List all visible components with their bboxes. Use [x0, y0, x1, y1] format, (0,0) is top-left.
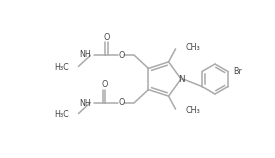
Text: O: O	[103, 33, 110, 42]
Text: O: O	[118, 51, 125, 60]
Text: CH₃: CH₃	[186, 43, 200, 52]
Text: N: N	[178, 75, 184, 83]
Text: H₃C: H₃C	[55, 63, 70, 72]
Text: O: O	[118, 98, 125, 107]
Text: NH: NH	[80, 50, 92, 59]
Text: H₃C: H₃C	[55, 110, 70, 119]
Text: O: O	[101, 80, 108, 89]
Text: CH₃: CH₃	[186, 106, 200, 115]
Text: NH: NH	[80, 99, 92, 108]
Text: Br: Br	[233, 67, 242, 76]
